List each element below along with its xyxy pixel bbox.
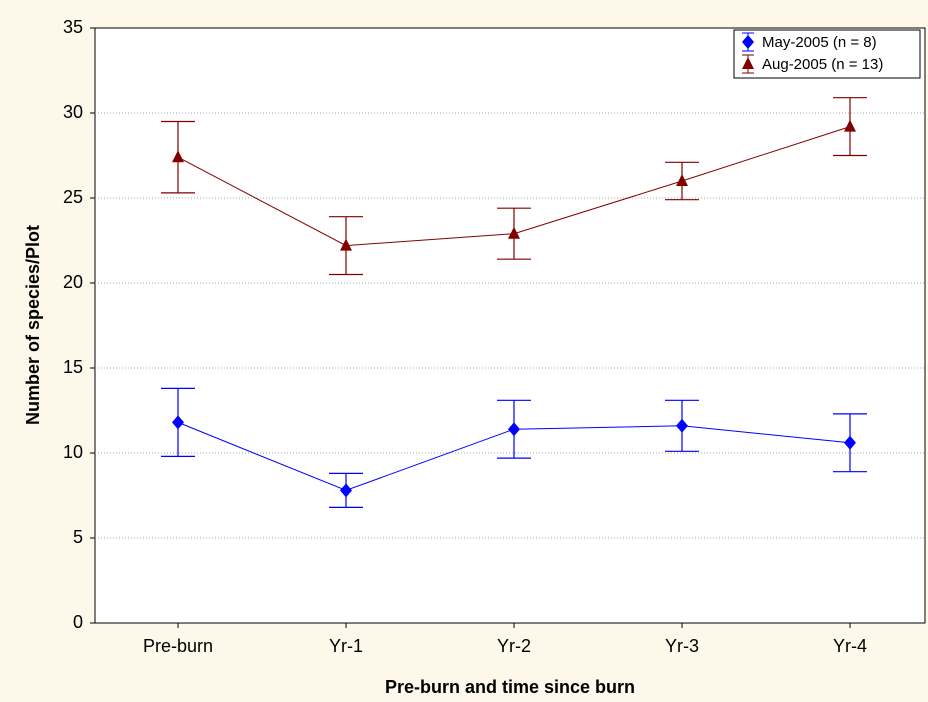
- marker: [340, 483, 352, 498]
- y-tick-label: 15: [63, 357, 83, 377]
- legend-marker: [742, 35, 754, 49]
- marker: [676, 174, 688, 186]
- x-tick-label: Pre-burn: [143, 636, 213, 656]
- y-tick-label: 35: [63, 17, 83, 37]
- y-axis-title: Number of species/Plot: [23, 225, 43, 425]
- x-tick-label: Yr-2: [497, 636, 531, 656]
- x-tick-label: Yr-3: [665, 636, 699, 656]
- legend-marker: [742, 57, 754, 69]
- x-axis-title: Pre-burn and time since burn: [385, 677, 635, 697]
- legend-label: Aug-2005 (n = 13): [762, 56, 883, 73]
- marker: [508, 226, 520, 239]
- y-tick-label: 20: [63, 272, 83, 292]
- marker: [172, 150, 184, 163]
- marker: [676, 418, 688, 433]
- x-tick-label: Yr-4: [833, 636, 867, 656]
- marker: [508, 422, 520, 437]
- marker: [340, 238, 352, 251]
- y-tick-label: 5: [73, 527, 83, 547]
- y-tick-label: 10: [63, 442, 83, 462]
- marker: [844, 435, 856, 450]
- legend-box: [733, 29, 921, 79]
- y-tick-label: 25: [63, 187, 83, 207]
- y-tick-label: 0: [73, 612, 83, 632]
- marker: [844, 119, 856, 132]
- y-tick-label: 30: [63, 102, 83, 122]
- plot-area: [94, 27, 926, 624]
- legend-label: May-2005 (n = 8): [762, 34, 877, 51]
- x-tick-label: Yr-1: [329, 636, 363, 656]
- marker: [172, 415, 184, 430]
